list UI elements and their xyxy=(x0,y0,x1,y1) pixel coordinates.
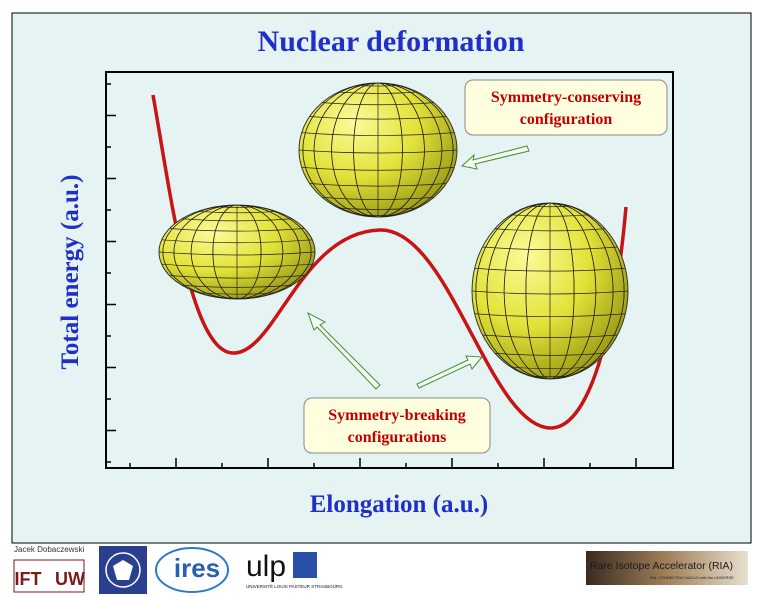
parallel xyxy=(338,207,418,210)
parallel xyxy=(169,275,305,279)
parallel xyxy=(169,228,305,232)
logo-ulp: ulp UNIVERSITÉ LOUIS PASTEUR STRASBOURG xyxy=(246,550,343,589)
logo-frame xyxy=(13,559,85,593)
parallel xyxy=(161,263,313,268)
y-axis-label: Total energy (a.u.) xyxy=(57,175,84,370)
parallel xyxy=(322,102,434,106)
logo-eagle xyxy=(113,560,133,580)
logo-mark xyxy=(293,552,317,578)
parallel xyxy=(529,375,571,378)
meridian xyxy=(173,205,301,299)
parallel xyxy=(482,334,618,338)
logo-frame xyxy=(586,551,748,585)
parallel xyxy=(309,183,447,187)
callout-text: configuration xyxy=(520,111,613,128)
parallel xyxy=(216,297,258,299)
author: Jacek Dobaczewski xyxy=(14,545,84,554)
parallel xyxy=(161,239,313,244)
parallel xyxy=(181,284,293,288)
arrow xyxy=(460,145,530,170)
parallel xyxy=(357,84,399,87)
parallel xyxy=(494,352,606,356)
logo-ift: IFT UW xyxy=(13,559,85,593)
meridian xyxy=(331,83,425,217)
axis-ticks xyxy=(106,83,637,468)
meridian xyxy=(486,203,614,379)
callout-text: Symmetry-conserving xyxy=(491,89,641,106)
parallel xyxy=(301,132,455,136)
logo-text: ulp xyxy=(246,550,286,583)
parallel xyxy=(301,166,455,171)
parallel xyxy=(472,290,628,295)
ellipsoid xyxy=(471,202,629,380)
meridian xyxy=(313,83,443,217)
meridian xyxy=(212,205,262,299)
parallel xyxy=(309,116,447,120)
logo-ring xyxy=(105,552,141,588)
parallel xyxy=(338,91,418,94)
logo-university xyxy=(99,546,147,594)
parallel xyxy=(197,210,277,214)
logo-text: IFT xyxy=(15,569,42,589)
logo-text: UW xyxy=(55,569,85,589)
x-axis-label: Elongation (a.u.) xyxy=(310,491,489,518)
callout-text: configurations xyxy=(348,429,447,446)
arrow xyxy=(416,355,484,389)
logo-ires: ires xyxy=(155,547,229,593)
parallel xyxy=(474,267,626,272)
logo-text: ires xyxy=(174,553,220,583)
logo-text: Rare Isotope Accelerator (RIA) xyxy=(590,560,733,572)
meridian xyxy=(525,203,575,379)
meridian xyxy=(503,203,597,379)
parallel xyxy=(510,366,590,370)
parallel xyxy=(181,218,293,222)
callout-text: Symmetry-breaking xyxy=(328,407,465,424)
energy-curve xyxy=(151,94,628,430)
parallel xyxy=(494,228,606,232)
callout-box xyxy=(303,397,491,454)
logo-ring xyxy=(155,547,229,593)
logo-subtext: RIA: CONNECTING NUCLEI with the UNIVERSE xyxy=(650,576,734,580)
ellipsoid xyxy=(298,82,458,218)
parallel xyxy=(357,214,399,216)
parallel xyxy=(510,214,590,217)
title: Nuclear deformation xyxy=(258,25,525,58)
ellipsoid-grid xyxy=(159,205,315,299)
meridian xyxy=(353,83,403,217)
parallel xyxy=(529,205,571,208)
parallel xyxy=(299,149,457,154)
arrows xyxy=(307,145,530,390)
meridian xyxy=(190,205,284,299)
parallel xyxy=(474,313,626,318)
parallel xyxy=(216,206,258,208)
logo-subtext: UNIVERSITÉ LOUIS PASTEUR STRASBOURG xyxy=(246,583,343,589)
ellipsoid-grid xyxy=(472,203,628,379)
parallel xyxy=(159,251,315,256)
parallel xyxy=(482,246,618,250)
ellipsoid-grid xyxy=(299,83,457,217)
shapes xyxy=(158,82,629,380)
ellipsoid xyxy=(158,204,316,300)
parallel xyxy=(197,292,277,295)
callout-box xyxy=(464,79,668,136)
parallel xyxy=(322,197,434,200)
arrow xyxy=(307,311,381,390)
logo-ria: Rare Isotope Accelerator (RIA) RIA: CONN… xyxy=(586,551,748,585)
